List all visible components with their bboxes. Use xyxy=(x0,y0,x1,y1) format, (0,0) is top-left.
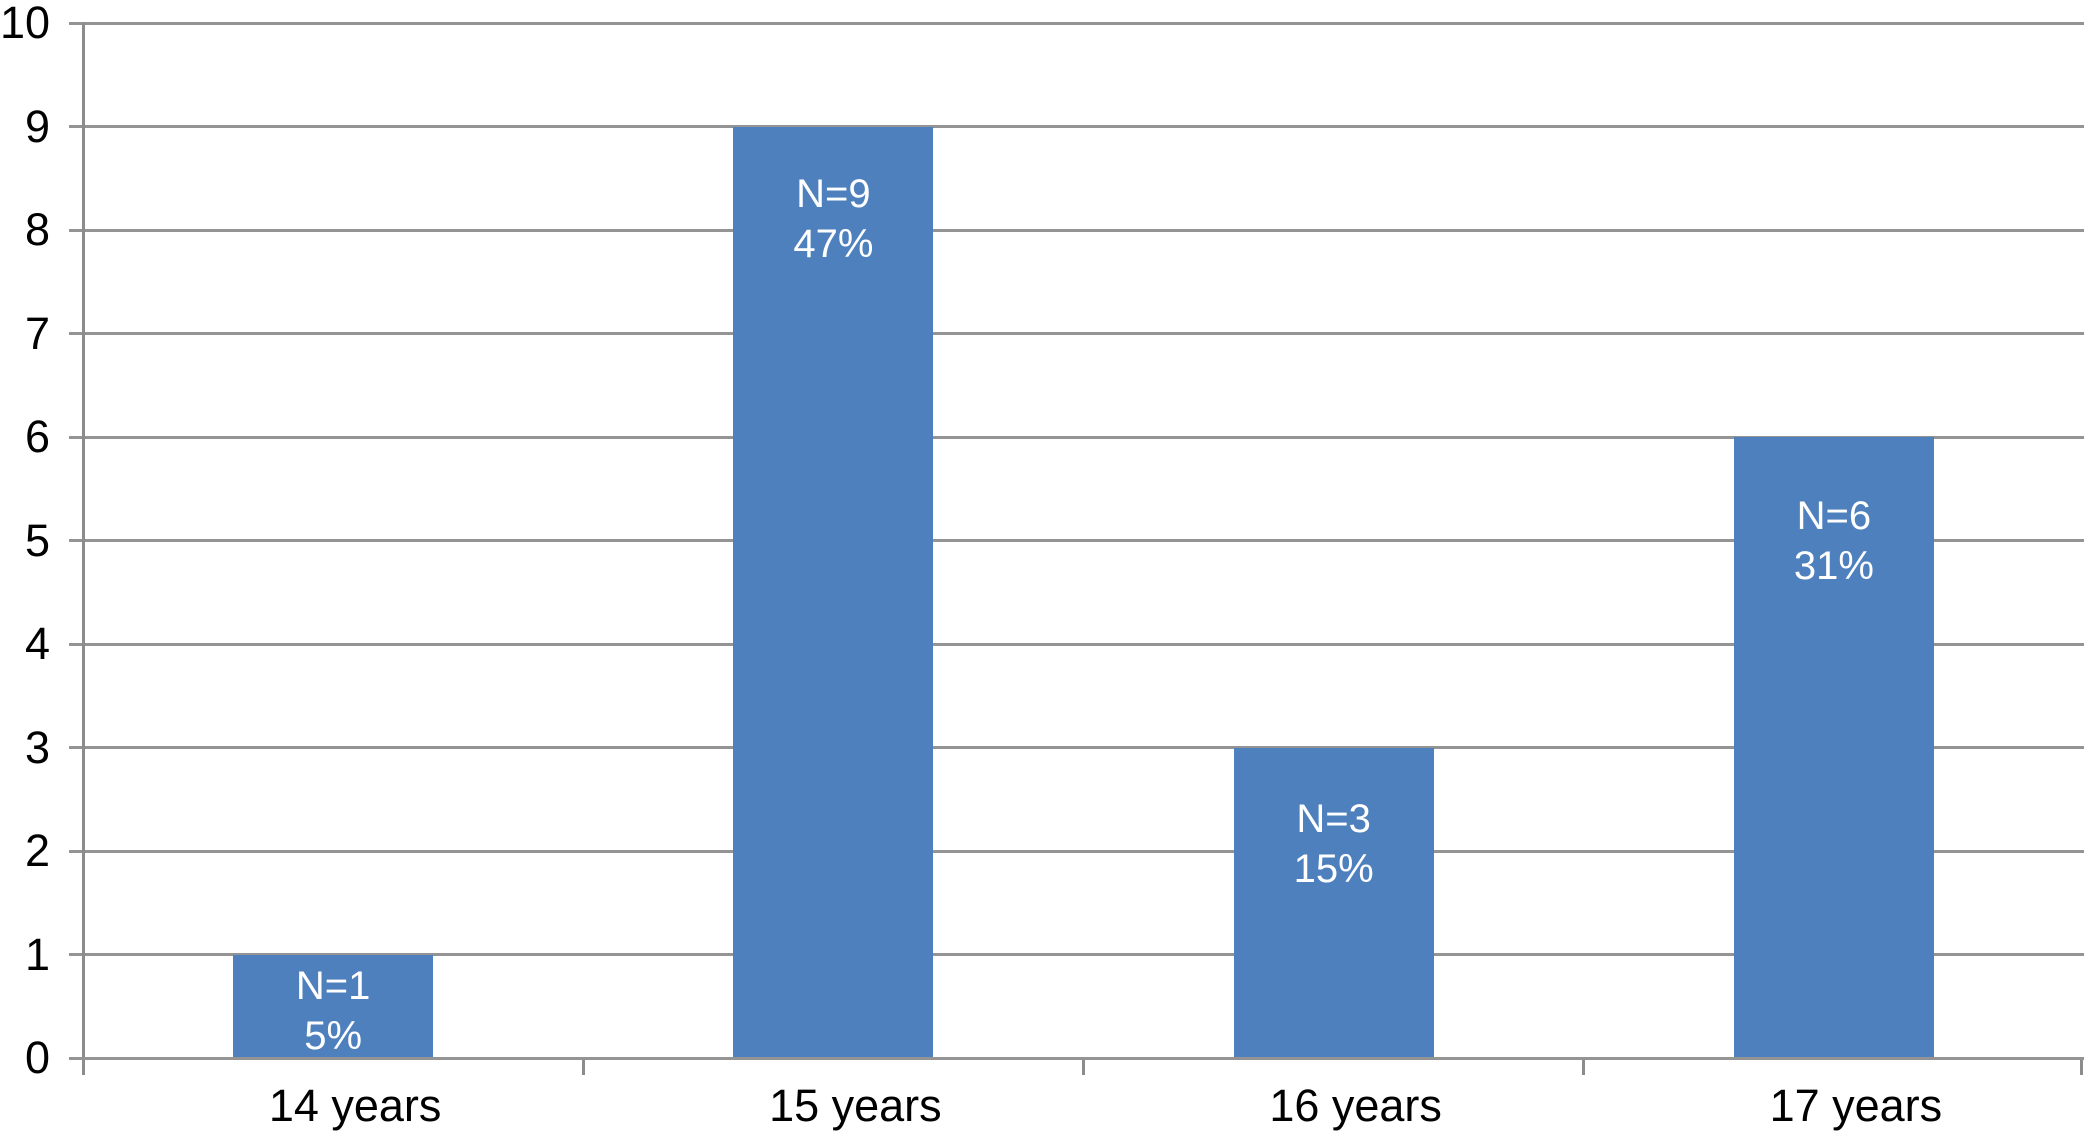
bar-percent-label: 47% xyxy=(793,221,874,266)
x-axis-tick-1 xyxy=(581,1058,585,1075)
y-axis-label-10: 10 xyxy=(0,0,51,48)
gridline-2 xyxy=(69,849,2084,853)
y-axis-label-8: 8 xyxy=(24,204,50,255)
gridline-3 xyxy=(69,746,2084,749)
bar-label-block-17-years: N=6 31% xyxy=(1734,491,1934,591)
gridline-9 xyxy=(69,125,2084,128)
bar-count-label: N=6 xyxy=(1796,494,1872,538)
gridline-5 xyxy=(69,539,2084,542)
gridline-4 xyxy=(69,642,2084,646)
bar-percent-label: 31% xyxy=(1793,544,1874,588)
y-axis-label-1: 1 xyxy=(24,928,50,980)
y-axis-label-3: 3 xyxy=(24,721,50,773)
bar-count-label: N=3 xyxy=(1296,796,1371,841)
gridline-6 xyxy=(69,435,2084,439)
gridline-7 xyxy=(69,332,2084,335)
y-axis-label-0: 0 xyxy=(24,1032,50,1083)
gridline-0 xyxy=(69,1056,2084,1060)
x-axis-label-14-years: 14 years xyxy=(268,1080,442,1131)
y-axis-label-7: 7 xyxy=(24,307,50,359)
bar-count-label: N=9 xyxy=(796,171,871,216)
bar-16-years: N=3 15% xyxy=(1233,747,1434,1058)
bar-count-label: N=1 xyxy=(295,963,371,1008)
x-axis-label-16-years: 16 years xyxy=(1269,1080,1442,1131)
bar-17-years: N=6 31% xyxy=(1733,437,1934,1058)
bar-percent-label: 5% xyxy=(304,1013,363,1058)
bar-label-block-15-years: N=9 47% xyxy=(733,169,933,269)
y-axis-label-6: 6 xyxy=(24,411,50,462)
gridline-10 xyxy=(69,21,2084,25)
x-axis-tick-3 xyxy=(1582,1058,1586,1075)
x-axis-label-15-years: 15 years xyxy=(769,1080,942,1131)
x-axis-label-17-years: 17 years xyxy=(1769,1080,1943,1131)
bar-label-block-14-years: N=1 5% xyxy=(233,961,433,1061)
y-axis-label-9: 9 xyxy=(24,100,50,152)
x-axis-tick-2 xyxy=(1082,1058,1085,1075)
gridline-8 xyxy=(69,228,2084,232)
bar-14-years: N=1 5% xyxy=(233,954,434,1061)
y-axis-label-2: 2 xyxy=(24,825,50,876)
x-axis-tick-4 xyxy=(2079,1058,2083,1075)
gridline-1 xyxy=(69,953,2084,956)
bar-15-years: N=9 47% xyxy=(733,126,934,1058)
y-axis-label-4: 4 xyxy=(24,618,50,669)
bar-percent-label: 15% xyxy=(1293,846,1374,891)
bar-label-block-16-years: N=3 15% xyxy=(1234,794,1434,894)
y-axis-line xyxy=(81,23,85,1075)
y-axis-label-5: 5 xyxy=(24,514,50,566)
